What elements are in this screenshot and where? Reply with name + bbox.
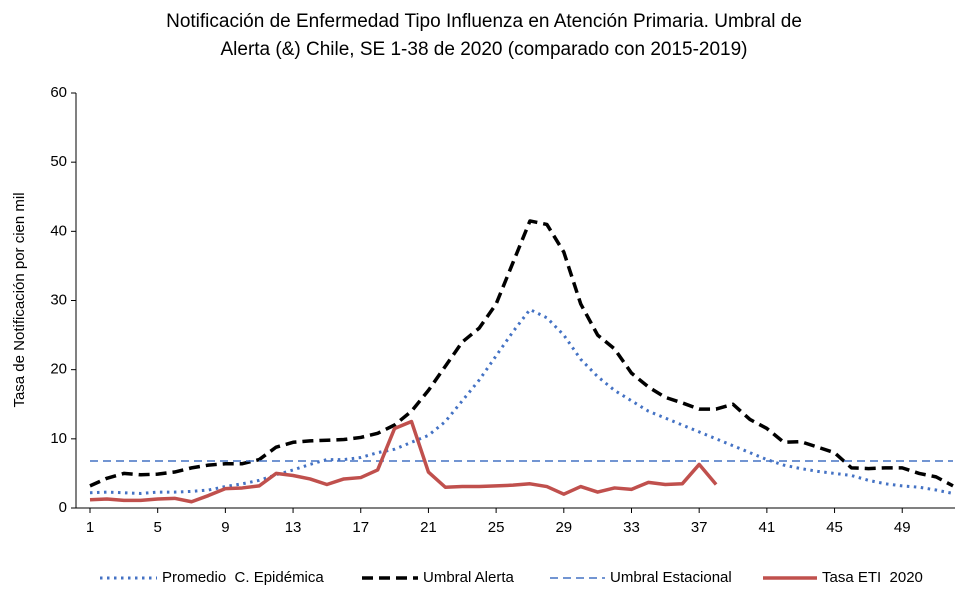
- y-axis-label: Tasa de Notificación por cien mil: [11, 192, 28, 407]
- y-tick-label: 60: [50, 84, 67, 101]
- y-tick-label: 0: [59, 499, 67, 516]
- legend-label: Umbral Alerta: [423, 569, 515, 586]
- legend-label: Promedio C. Epidémica: [162, 569, 324, 586]
- chart-title: Notificación de Enfermedad Tipo Influenz…: [166, 11, 802, 32]
- y-tick-label: 20: [50, 361, 67, 378]
- legend-label: Umbral Estacional: [610, 569, 732, 586]
- x-tick-label: 21: [420, 519, 437, 536]
- x-tick-label: 25: [488, 519, 505, 536]
- x-tick-label: 5: [154, 519, 162, 536]
- x-tick-label: 33: [623, 519, 640, 536]
- y-tick-label: 50: [50, 153, 67, 170]
- x-tick-label: 29: [555, 519, 572, 536]
- y-tick-label: 30: [50, 291, 67, 308]
- x-tick-label: 13: [285, 519, 302, 536]
- x-tick-label: 45: [826, 519, 843, 536]
- x-tick-label: 17: [352, 519, 369, 536]
- x-tick-label: 49: [894, 519, 911, 536]
- x-tick-label: 41: [759, 519, 776, 536]
- series-line: [89, 219, 954, 488]
- legend-label: Tasa ETI 2020: [822, 569, 923, 586]
- x-tick-label: 9: [221, 519, 229, 536]
- y-tick-label: 40: [50, 222, 67, 239]
- x-tick-label: 37: [691, 519, 708, 536]
- x-tick-label: 1: [86, 519, 94, 536]
- chart-title: Alerta (&) Chile, SE 1-38 de 2020 (compa…: [220, 39, 747, 60]
- y-tick-label: 10: [50, 430, 67, 447]
- series-line: [89, 307, 954, 495]
- series-line: [89, 419, 718, 504]
